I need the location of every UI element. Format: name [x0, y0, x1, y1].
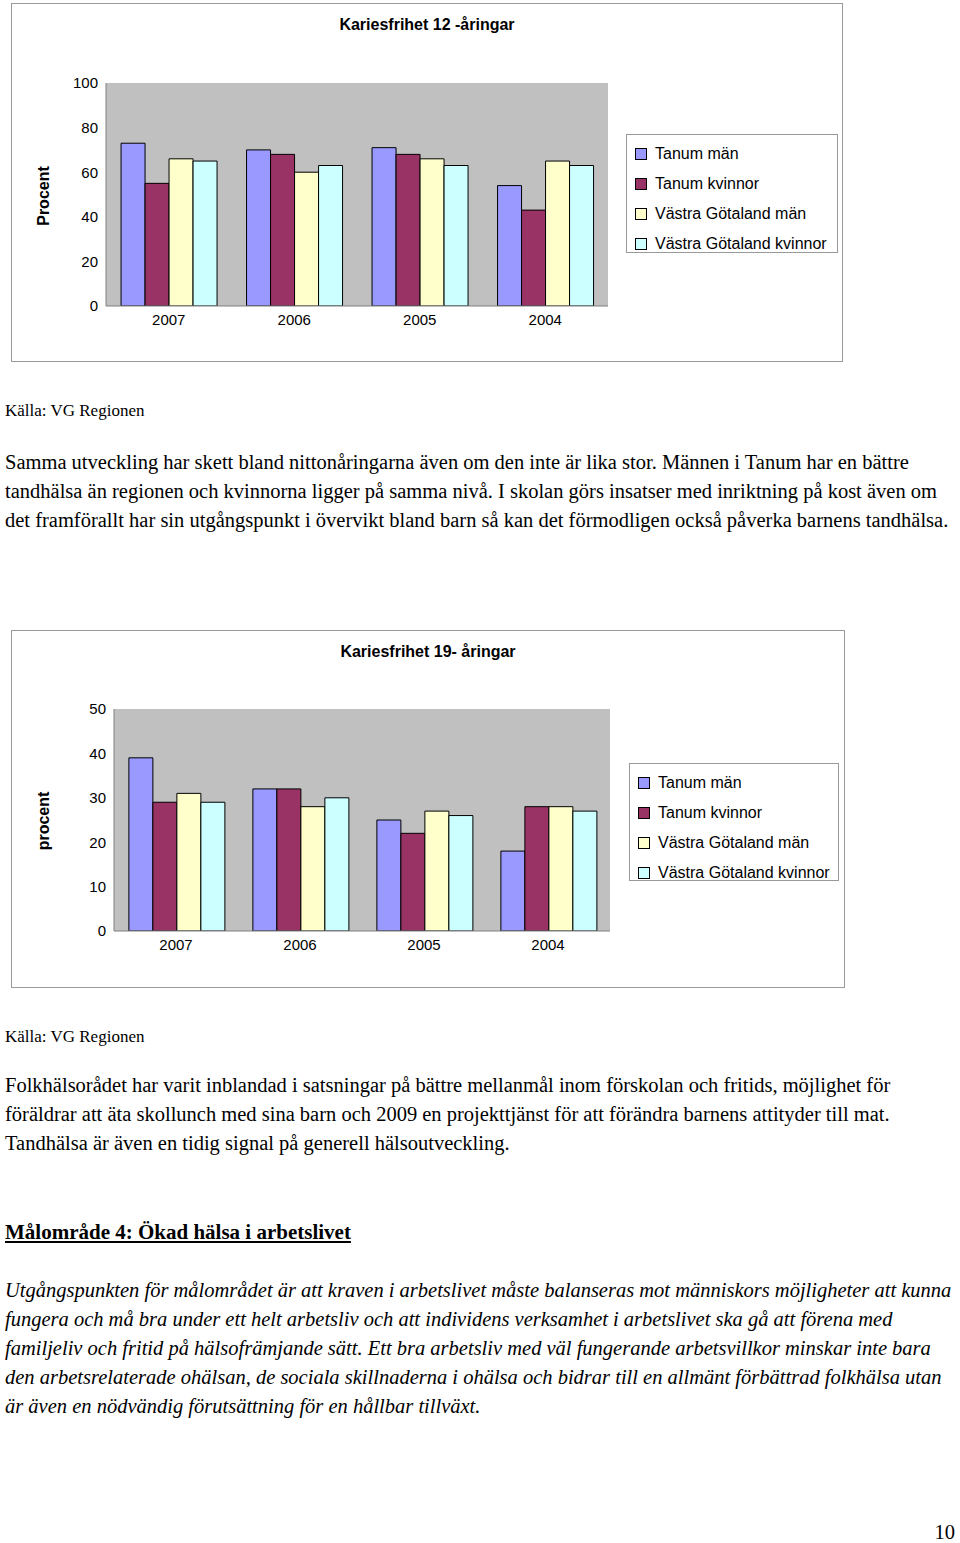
html-text:Samma utveckling har skett bla: Samma utveckling har skett bland nittonå…	[5, 451, 949, 531]
svg-text:2007: 2007	[152, 311, 185, 328]
svg-text:20: 20	[89, 834, 106, 851]
svg-text:2007: 2007	[159, 936, 192, 953]
html-text:Kariesfrihet 19- åringar: Kariesfrihet 19- åringar	[340, 643, 516, 660]
svg-text:2004: 2004	[529, 311, 562, 328]
svg-text:30: 30	[89, 789, 106, 806]
html-text:Västra Götaland män: Västra Götaland män	[658, 834, 810, 851]
html-text:Källa: VG Regionen: Källa: VG Regionen	[5, 1027, 145, 1046]
svg-text:0: 0	[98, 922, 106, 939]
svg-text:20: 20	[81, 253, 98, 270]
svg-text:2005: 2005	[407, 936, 440, 953]
html-text:10: 10	[934, 1521, 955, 1543]
svg-text:2005: 2005	[403, 311, 436, 328]
html-text:Folkhälsorådet har varit inbla: Folkhälsorådet har varit inblandad i sat…	[5, 1074, 891, 1154]
html-text:Västra Götaland män: Västra Götaland män	[655, 205, 807, 222]
html-text:Västra Götaland kvinnor: Västra Götaland kvinnor	[658, 864, 830, 881]
html-text:Tanum män: Tanum män	[655, 145, 739, 162]
html-text:Tanum kvinnor: Tanum kvinnor	[655, 175, 759, 192]
svg-text:80: 80	[81, 119, 98, 136]
svg-text:10: 10	[89, 878, 106, 895]
html-text:Kariesfrihet 12 -åringar: Kariesfrihet 12 -åringar	[339, 16, 515, 33]
svg-text:40: 40	[81, 208, 98, 225]
html-text:Målområde 4: Ökad hälsa i arbe: Målområde 4: Ökad hälsa i arbetslivet	[5, 1220, 351, 1244]
html-text:Tanum män: Tanum män	[658, 774, 742, 791]
html-text:Utgångspunkten för målområdet: Utgångspunkten för målområdet är att kra…	[5, 1279, 952, 1417]
html-text:Tanum kvinnor: Tanum kvinnor	[658, 804, 762, 821]
svg-text:40: 40	[89, 745, 106, 762]
svg-text:0: 0	[90, 297, 98, 314]
svg-text:2004: 2004	[531, 936, 564, 953]
html-text:procent: procent	[35, 791, 52, 851]
svg-text:2006: 2006	[283, 936, 316, 953]
svg-text:50: 50	[89, 700, 106, 717]
html-text:Källa: VG Regionen: Källa: VG Regionen	[5, 401, 145, 420]
html-text:Västra Götaland kvinnor: Västra Götaland kvinnor	[655, 235, 827, 252]
svg-text:100: 100	[73, 74, 98, 91]
svg-text:2006: 2006	[278, 311, 311, 328]
html-text:Procent: Procent	[35, 166, 52, 226]
svg-text:60: 60	[81, 164, 98, 181]
